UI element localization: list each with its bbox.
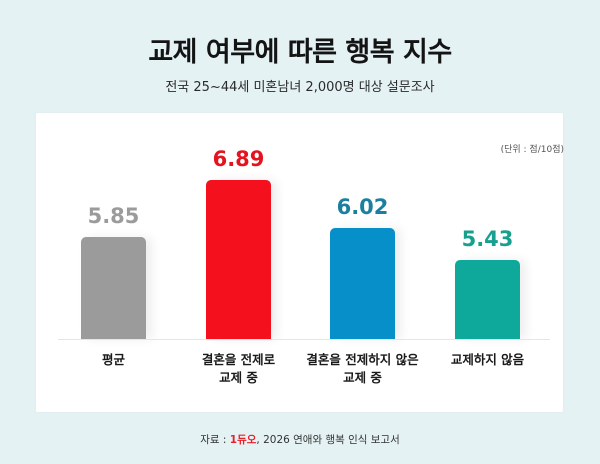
bar-3	[455, 260, 520, 339]
bar-2	[330, 227, 395, 339]
category-label-line: 교제 중	[219, 370, 258, 385]
source-prefix: 자료 :	[200, 434, 230, 446]
category-label-line: 교제 중	[343, 370, 382, 385]
value-label: 6.89	[212, 147, 265, 171]
unit-label: (단위 : 점/10점)	[500, 145, 564, 155]
chart-subtitle: 전국 25~44세 미혼남녀 2,000명 대상 설문조사	[165, 80, 435, 95]
category-label-line: 평균	[101, 352, 125, 367]
chart-title: 교제 여부에 따른 행복 지수	[148, 37, 452, 68]
category-label: 평균	[44, 351, 184, 369]
value-label: 5.43	[461, 227, 514, 252]
bar-0	[81, 237, 146, 339]
x-axis-line	[58, 339, 550, 340]
source-text: , 2026 연애와 행복 인식 보고서	[256, 434, 400, 446]
category-label-line: 교제하지 않음	[450, 352, 525, 367]
duo-logo: 1듀오	[229, 434, 257, 446]
source-note: 자료 : 1듀오, 2026 연애와 행복 인식 보고서	[0, 432, 600, 447]
value-label: 5.85	[87, 204, 140, 228]
category-label: 교제하지 않음	[418, 351, 558, 369]
value-label: 6.02	[336, 194, 389, 219]
bar-1	[206, 180, 271, 339]
category-label-line: 결혼을 전제하지 않은	[306, 352, 419, 367]
category-label-line: 결혼을 전제로	[201, 352, 276, 367]
